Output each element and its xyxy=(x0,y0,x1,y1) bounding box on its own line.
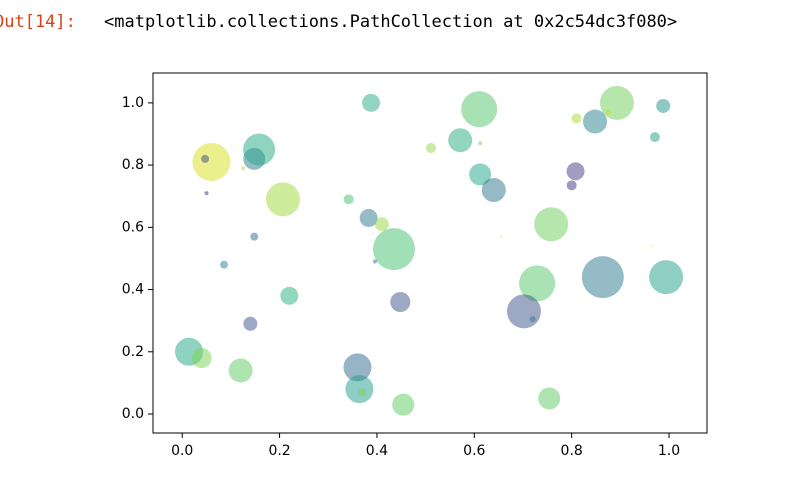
plot-frame xyxy=(152,72,708,434)
bubble xyxy=(359,208,378,227)
bubble xyxy=(538,387,561,410)
x-tick-label: 0.8 xyxy=(561,443,583,459)
y-tick-label: 0.0 xyxy=(122,406,144,422)
bubble xyxy=(481,177,506,202)
bubble xyxy=(204,191,209,196)
bubble xyxy=(372,259,377,264)
bubble xyxy=(583,109,608,134)
y-tick-label: 1.0 xyxy=(122,95,144,111)
output-prompt: Out[14]: xyxy=(0,12,76,32)
bubble xyxy=(241,166,246,171)
bubble xyxy=(358,388,367,397)
bubble xyxy=(343,353,372,382)
x-tick-label: 1.0 xyxy=(658,443,680,459)
bubble xyxy=(228,358,253,383)
bubble xyxy=(250,232,259,241)
y-tick-label: 0.2 xyxy=(122,344,144,360)
bubble xyxy=(566,162,585,181)
bubble xyxy=(191,348,212,369)
x-tick-label: 0.6 xyxy=(463,443,485,459)
bubble xyxy=(280,286,299,305)
bubble xyxy=(392,393,415,416)
bubble xyxy=(599,85,634,120)
x-tick-label: 0.0 xyxy=(171,443,193,459)
bubble xyxy=(265,182,300,217)
bubble xyxy=(649,132,660,143)
bubble xyxy=(571,113,582,124)
bubble xyxy=(390,292,411,313)
bubble xyxy=(362,93,381,112)
bubble xyxy=(656,98,671,113)
bubble xyxy=(519,265,556,302)
bubble xyxy=(374,217,389,232)
bubble xyxy=(448,128,473,153)
bubble xyxy=(343,194,354,205)
bubble xyxy=(201,154,210,163)
bubble xyxy=(345,375,374,404)
bubble xyxy=(500,235,503,238)
y-tick-label: 0.8 xyxy=(122,157,144,173)
output-text: <matplotlib.collections.PathCollection a… xyxy=(104,12,677,32)
y-tick-label: 0.6 xyxy=(122,219,144,235)
x-tick-label: 0.2 xyxy=(268,443,290,459)
bubble xyxy=(243,133,276,166)
x-tick-label: 0.4 xyxy=(366,443,388,459)
bubble xyxy=(469,163,492,186)
bubble xyxy=(534,207,569,242)
bubble xyxy=(651,245,653,247)
bubble xyxy=(566,180,577,191)
bubble xyxy=(243,316,258,331)
bubble xyxy=(192,142,231,181)
bubble xyxy=(649,260,684,295)
bubble xyxy=(220,260,229,269)
bubble xyxy=(506,294,541,329)
y-tick-label: 0.4 xyxy=(122,282,144,298)
bubble xyxy=(581,256,624,299)
bubble xyxy=(529,316,536,323)
bubble xyxy=(425,142,436,153)
bubble xyxy=(461,91,498,128)
bubble xyxy=(478,141,483,146)
bubble xyxy=(372,228,415,271)
bubble xyxy=(605,109,612,116)
